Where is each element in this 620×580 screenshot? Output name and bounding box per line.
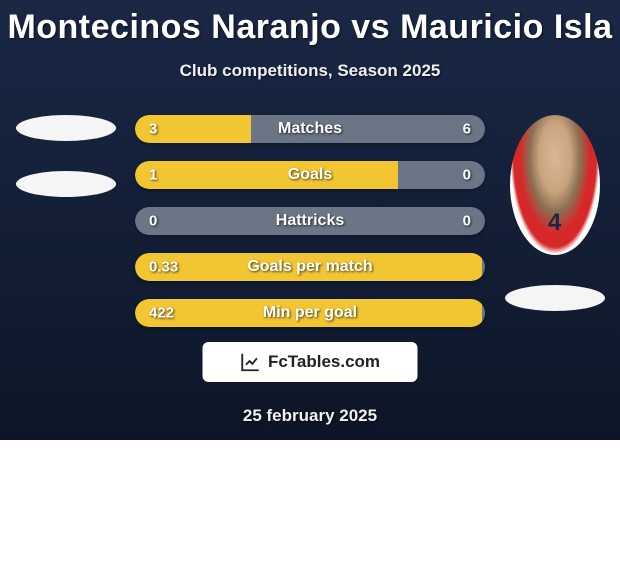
chart-icon — [240, 351, 262, 373]
avatar-placeholder-left — [16, 115, 116, 141]
bar-label: Hattricks — [276, 212, 344, 230]
page-title: Montecinos Naranjo vs Mauricio Isla — [0, 0, 620, 47]
bar-value-left: 422 — [149, 305, 174, 322]
bar-label: Matches — [278, 120, 342, 138]
comparison-card: Montecinos Naranjo vs Mauricio Isla Club… — [0, 0, 620, 440]
bar-row: Goals 1 0 — [135, 161, 485, 189]
bar-right-fill — [398, 161, 486, 189]
bar-value-left: 0 — [149, 213, 157, 230]
page-subtitle: Club competitions, Season 2025 — [0, 61, 620, 81]
comparison-bars: Matches 3 6 Goals 1 0 Hattricks 0 0 Goals per mat… — [135, 115, 485, 327]
bar-value-right: 0 — [463, 213, 471, 230]
bar-right-fill — [482, 299, 486, 327]
avatar-shadow-right — [505, 285, 605, 311]
bar-value-left: 0.33 — [149, 259, 178, 276]
player-left — [8, 115, 123, 197]
footer-date: 25 february 2025 — [0, 406, 620, 426]
bar-row: Matches 3 6 — [135, 115, 485, 143]
watermark: FcTables.com — [203, 342, 418, 382]
watermark-text: FcTables.com — [268, 352, 380, 372]
avatar-right — [510, 115, 600, 255]
bar-row: Hattricks 0 0 — [135, 207, 485, 235]
bar-row: Goals per match 0.33 — [135, 253, 485, 281]
bar-label: Min per goal — [263, 304, 357, 322]
bar-value-right: 0 — [463, 167, 471, 184]
bar-label: Goals — [288, 166, 332, 184]
bar-right-fill — [482, 253, 486, 281]
bar-value-left: 3 — [149, 121, 157, 138]
bar-label: Goals per match — [247, 258, 372, 276]
bar-left-fill — [135, 161, 398, 189]
bar-value-left: 1 — [149, 167, 157, 184]
players-area: Matches 3 6 Goals 1 0 Hattricks 0 0 Goals per mat… — [0, 115, 620, 345]
bar-row: Min per goal 422 — [135, 299, 485, 327]
bar-value-right: 6 — [463, 121, 471, 138]
avatar-shadow-left — [16, 171, 116, 197]
player-right — [497, 115, 612, 311]
